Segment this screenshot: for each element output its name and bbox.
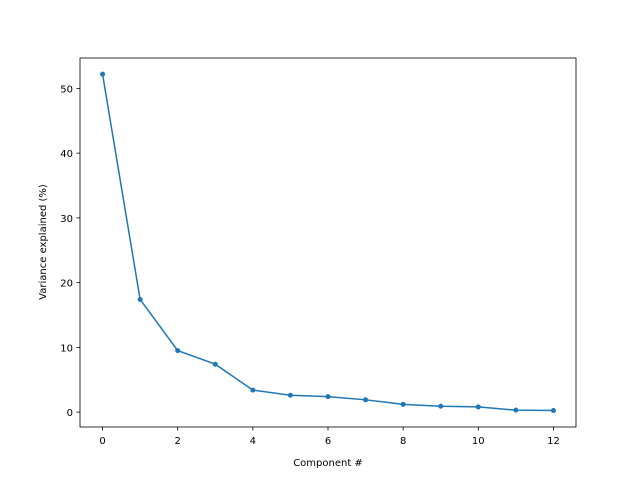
y-tick-label: 20 — [60, 279, 73, 290]
x-tick-label: 10 — [472, 436, 485, 447]
y-tick-label: 30 — [60, 214, 73, 225]
x-tick-label: 0 — [99, 436, 105, 447]
marker — [400, 401, 406, 407]
x-tick-label: 12 — [547, 436, 560, 447]
marker — [212, 361, 218, 367]
axes-frame — [79, 57, 577, 428]
marker — [100, 71, 106, 77]
marker — [250, 387, 256, 393]
marker — [325, 394, 331, 400]
y-axis-label: Variance explained (%) — [38, 184, 49, 300]
y-tick-label: 40 — [60, 149, 73, 160]
x-axis-label: Component # — [293, 458, 363, 469]
marker — [175, 348, 181, 354]
marker — [287, 392, 293, 398]
x-tick-label: 2 — [175, 436, 181, 447]
y-tick-label: 50 — [60, 84, 73, 95]
x-tick-label: 6 — [325, 436, 331, 447]
marker — [438, 403, 444, 409]
marker — [550, 407, 556, 413]
y-tick-label: 10 — [60, 343, 73, 354]
x-tick-label: 4 — [250, 436, 256, 447]
y-tick-label: 0 — [67, 408, 73, 419]
marker — [475, 404, 481, 410]
marker — [363, 397, 369, 403]
marker — [513, 407, 519, 413]
x-tick-label: 8 — [400, 436, 406, 447]
marker — [137, 296, 143, 302]
